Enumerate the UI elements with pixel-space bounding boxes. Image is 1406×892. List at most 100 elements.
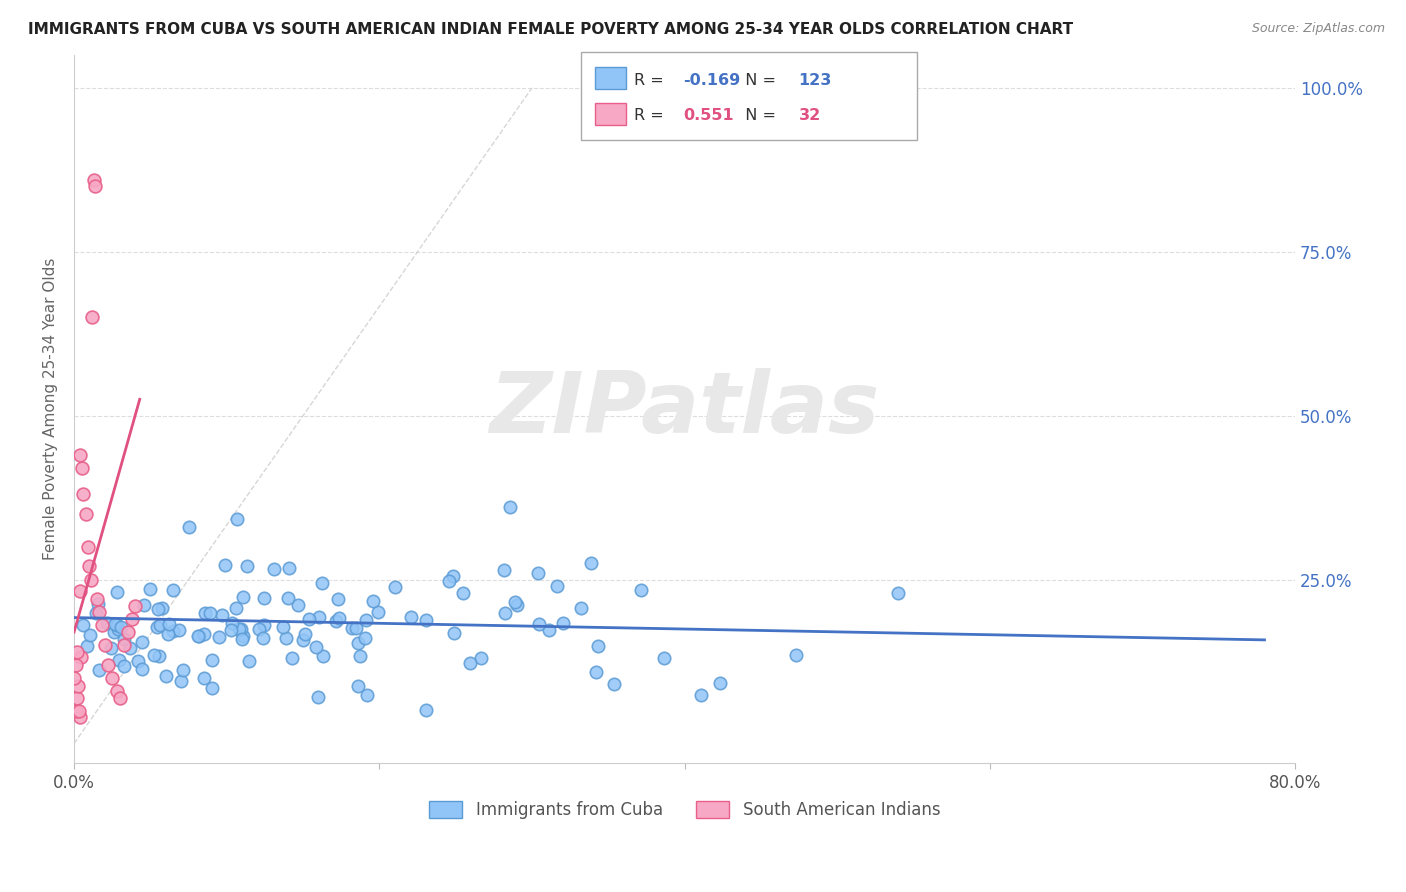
Point <box>139 582 162 596</box>
Point <box>66 679 89 693</box>
Point <box>87 605 110 619</box>
Point <box>494 606 516 620</box>
Point <box>187 629 209 643</box>
Point <box>157 617 180 632</box>
Point <box>353 631 375 645</box>
Point <box>193 671 215 685</box>
Point <box>103 624 125 639</box>
Text: R =: R = <box>634 73 669 87</box>
Point <box>232 590 254 604</box>
Point <box>143 648 166 662</box>
Point <box>148 648 170 663</box>
Point <box>100 641 122 656</box>
Point <box>328 611 350 625</box>
Point <box>97 657 120 672</box>
Point <box>76 540 98 554</box>
Point <box>66 690 89 705</box>
Point <box>79 627 101 641</box>
Point <box>124 599 146 613</box>
Point <box>70 461 93 475</box>
Point <box>551 615 574 630</box>
Point <box>603 676 626 690</box>
Point <box>198 606 221 620</box>
Point <box>470 651 492 665</box>
Point <box>281 651 304 665</box>
Point <box>107 622 129 636</box>
Point <box>214 558 236 572</box>
Point <box>221 615 243 630</box>
Point <box>80 573 103 587</box>
Point <box>225 601 247 615</box>
Point <box>277 591 299 606</box>
Point <box>225 511 247 525</box>
Point <box>252 631 274 645</box>
Point <box>219 624 242 638</box>
Point <box>307 690 329 704</box>
Text: ZIPatlas: ZIPatlas <box>489 368 880 450</box>
Point <box>361 593 384 607</box>
Point <box>131 662 153 676</box>
Point <box>101 671 124 685</box>
Point <box>63 671 86 685</box>
Text: -0.169: -0.169 <box>683 73 741 87</box>
Legend: Immigrants from Cuba, South American Indians: Immigrants from Cuba, South American Ind… <box>422 794 946 826</box>
Point <box>709 676 731 690</box>
Point <box>546 579 568 593</box>
Point <box>437 574 460 589</box>
Point <box>340 621 363 635</box>
Point <box>356 688 378 702</box>
Point <box>89 663 111 677</box>
Point <box>90 618 112 632</box>
Point <box>236 558 259 573</box>
Point <box>399 610 422 624</box>
Point <box>87 597 110 611</box>
Point <box>586 639 609 653</box>
Point <box>69 650 91 665</box>
Point <box>104 617 127 632</box>
Point <box>107 618 129 632</box>
Point <box>194 607 217 621</box>
Point <box>347 636 370 650</box>
Point <box>146 602 169 616</box>
Point <box>312 648 335 663</box>
Point <box>278 561 301 575</box>
Point <box>498 500 520 515</box>
Point <box>108 690 131 705</box>
Point <box>579 556 602 570</box>
Point <box>167 624 190 638</box>
Point <box>503 595 526 609</box>
Point <box>105 684 128 698</box>
Point <box>441 569 464 583</box>
Point <box>415 613 437 627</box>
Point <box>529 616 551 631</box>
Point <box>232 629 254 643</box>
Point <box>326 591 349 606</box>
Point <box>569 600 592 615</box>
Point <box>177 520 200 534</box>
Point <box>84 606 107 620</box>
Point <box>155 668 177 682</box>
Point <box>253 617 276 632</box>
Point <box>79 559 101 574</box>
Text: N =: N = <box>735 109 782 123</box>
Point <box>384 580 406 594</box>
Point <box>492 563 515 577</box>
Point <box>229 622 252 636</box>
Point <box>193 627 215 641</box>
Point <box>415 703 437 717</box>
Point <box>127 654 149 668</box>
Point <box>305 640 328 654</box>
Point <box>652 651 675 665</box>
Point <box>451 586 474 600</box>
Point <box>86 592 108 607</box>
Point <box>308 610 330 624</box>
Text: 123: 123 <box>799 73 832 87</box>
Y-axis label: Female Poverty Among 25-34 Year Olds: Female Poverty Among 25-34 Year Olds <box>44 258 58 560</box>
Point <box>263 561 285 575</box>
Point <box>66 645 89 659</box>
Point <box>162 582 184 597</box>
Point <box>506 598 529 612</box>
Point <box>105 585 128 599</box>
Point <box>346 679 368 693</box>
Point <box>274 631 297 645</box>
